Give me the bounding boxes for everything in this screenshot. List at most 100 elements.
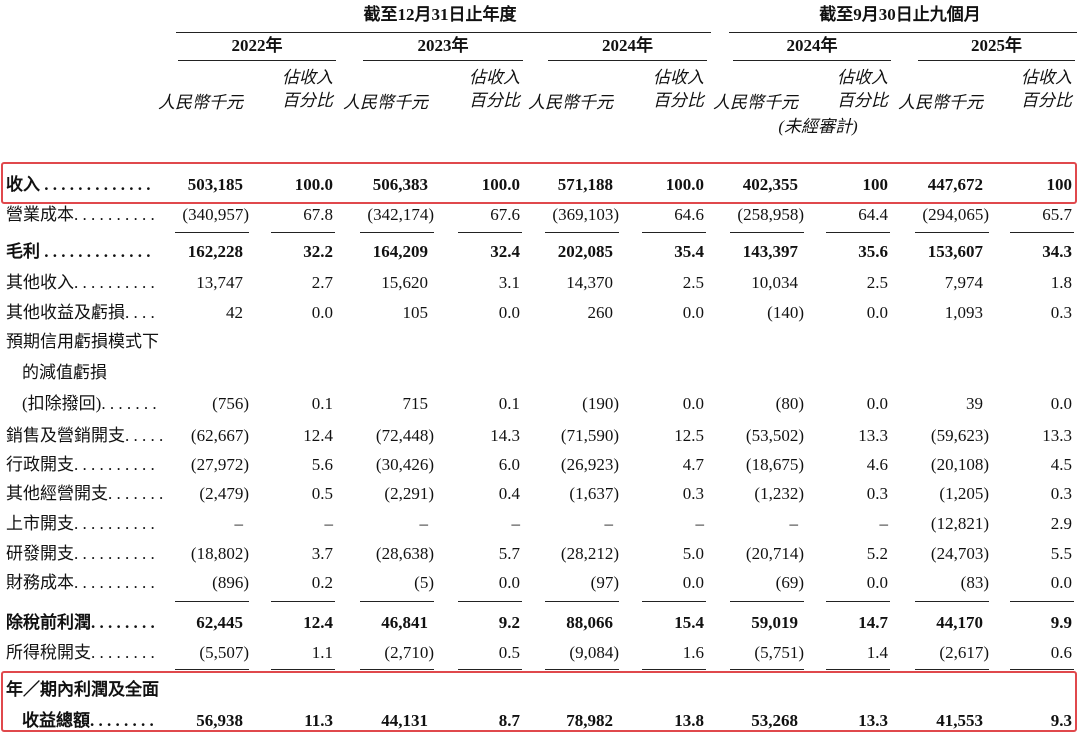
cell: 2.7 bbox=[311, 273, 333, 292]
rule bbox=[730, 669, 804, 670]
pct-header: 佔收入 bbox=[837, 68, 888, 87]
cell: 5.0 bbox=[682, 544, 704, 563]
cell: 0.4 bbox=[498, 484, 520, 503]
cell: 62,445 bbox=[196, 613, 243, 632]
cell: 4.7 bbox=[682, 455, 704, 474]
cell: 41,553 bbox=[936, 711, 983, 730]
cell: 4.6 bbox=[866, 455, 888, 474]
row-label: 研發開支. . . . . . . . . . bbox=[6, 544, 155, 563]
rule bbox=[642, 232, 706, 233]
row-label: 預期信用虧損模式下 bbox=[6, 332, 159, 351]
cell: 5.5 bbox=[1050, 544, 1072, 563]
cell: (53,502) bbox=[745, 426, 804, 445]
cell: (18,675) bbox=[745, 455, 804, 474]
cell: 42 bbox=[226, 303, 243, 322]
rule bbox=[360, 601, 434, 602]
pct-header: 佔收入 bbox=[469, 68, 520, 87]
cell: 64.4 bbox=[858, 205, 888, 224]
cell: 1.4 bbox=[866, 643, 888, 662]
rule bbox=[730, 232, 804, 233]
highlight-box bbox=[1, 671, 1077, 732]
rule bbox=[175, 669, 249, 670]
cell: (97) bbox=[590, 573, 619, 592]
cell: 1,093 bbox=[944, 303, 983, 322]
rule bbox=[545, 601, 619, 602]
rule bbox=[826, 232, 890, 233]
row-label: 的減值虧損 bbox=[22, 363, 107, 382]
row-label: 毛利 . . . . . . . . . . . . . bbox=[6, 242, 151, 261]
cell: (896) bbox=[212, 573, 249, 592]
cell: (24,703) bbox=[930, 544, 989, 563]
cell: 0.5 bbox=[311, 484, 333, 503]
cell: (20,714) bbox=[745, 544, 804, 563]
rule bbox=[826, 669, 890, 670]
rule bbox=[730, 601, 804, 602]
note: (未經審計) bbox=[778, 117, 858, 136]
cell: (190) bbox=[582, 394, 619, 413]
cell: (28,212) bbox=[560, 544, 619, 563]
cell: 14,370 bbox=[566, 273, 613, 292]
cell: 9.3 bbox=[1050, 711, 1072, 730]
cell: – bbox=[789, 514, 799, 533]
cell: 0.0 bbox=[866, 573, 888, 592]
cell: 44,170 bbox=[936, 613, 983, 632]
cell: 5.2 bbox=[866, 544, 888, 563]
group-header: 截至12月31日止年度 bbox=[363, 5, 517, 24]
cell: 78,982 bbox=[566, 711, 613, 730]
cell: 9.2 bbox=[498, 613, 520, 632]
cell: (258,958) bbox=[737, 205, 804, 224]
cell: 88,066 bbox=[566, 613, 613, 632]
cell: – bbox=[879, 514, 889, 533]
cell: 64.6 bbox=[674, 205, 704, 224]
rule bbox=[1010, 601, 1074, 602]
rule bbox=[458, 232, 522, 233]
cell: – bbox=[419, 514, 429, 533]
cell: 8.7 bbox=[498, 711, 520, 730]
cell: (69) bbox=[775, 573, 804, 592]
cell: 9.9 bbox=[1050, 613, 1072, 632]
row-label: 年／期內利潤及全面 bbox=[6, 680, 159, 699]
rule bbox=[1010, 232, 1074, 233]
cell: (28,638) bbox=[375, 544, 434, 563]
cell: – bbox=[324, 514, 334, 533]
cell: (12,821) bbox=[930, 514, 989, 533]
cell: 0.3 bbox=[866, 484, 888, 503]
pct-header: 佔收入 bbox=[1021, 68, 1072, 87]
cell: 67.8 bbox=[303, 205, 333, 224]
cell: (83) bbox=[960, 573, 989, 592]
rule bbox=[918, 60, 1075, 61]
cell: 56,938 bbox=[196, 711, 243, 730]
cell: 0.0 bbox=[682, 573, 704, 592]
row-label: 所得稅開支. . . . . . . . bbox=[6, 643, 155, 662]
cell: (140) bbox=[767, 303, 804, 322]
rule bbox=[642, 601, 706, 602]
cell: – bbox=[511, 514, 521, 533]
cell: 13.3 bbox=[1042, 426, 1072, 445]
cell: 447,672 bbox=[927, 175, 983, 194]
cell: (30,426) bbox=[375, 455, 434, 474]
cell: (5,507) bbox=[199, 643, 249, 662]
cell: (26,923) bbox=[560, 455, 619, 474]
rule bbox=[175, 232, 249, 233]
cell: 7,974 bbox=[944, 273, 983, 292]
cell: (5) bbox=[414, 573, 434, 592]
row-label: 行政開支. . . . . . . . . . bbox=[6, 455, 155, 474]
cell: 100 bbox=[1046, 175, 1073, 194]
year-header: 2024年 bbox=[786, 36, 838, 55]
cell: (9,084) bbox=[569, 643, 619, 662]
cell: (1,232) bbox=[754, 484, 804, 503]
cell: 715 bbox=[402, 394, 429, 413]
cell: 14.7 bbox=[858, 613, 888, 632]
rule bbox=[915, 232, 989, 233]
pct-header: 百分比 bbox=[837, 91, 888, 110]
cell: (27,972) bbox=[190, 455, 249, 474]
cell: 11.3 bbox=[304, 711, 333, 730]
cell: 0.1 bbox=[498, 394, 520, 413]
cell: 0.1 bbox=[311, 394, 333, 413]
cell: 0.0 bbox=[1050, 394, 1072, 413]
rule bbox=[271, 232, 335, 233]
pct-header: 百分比 bbox=[469, 91, 520, 110]
cell: 1.1 bbox=[311, 643, 333, 662]
rule bbox=[1010, 669, 1074, 670]
